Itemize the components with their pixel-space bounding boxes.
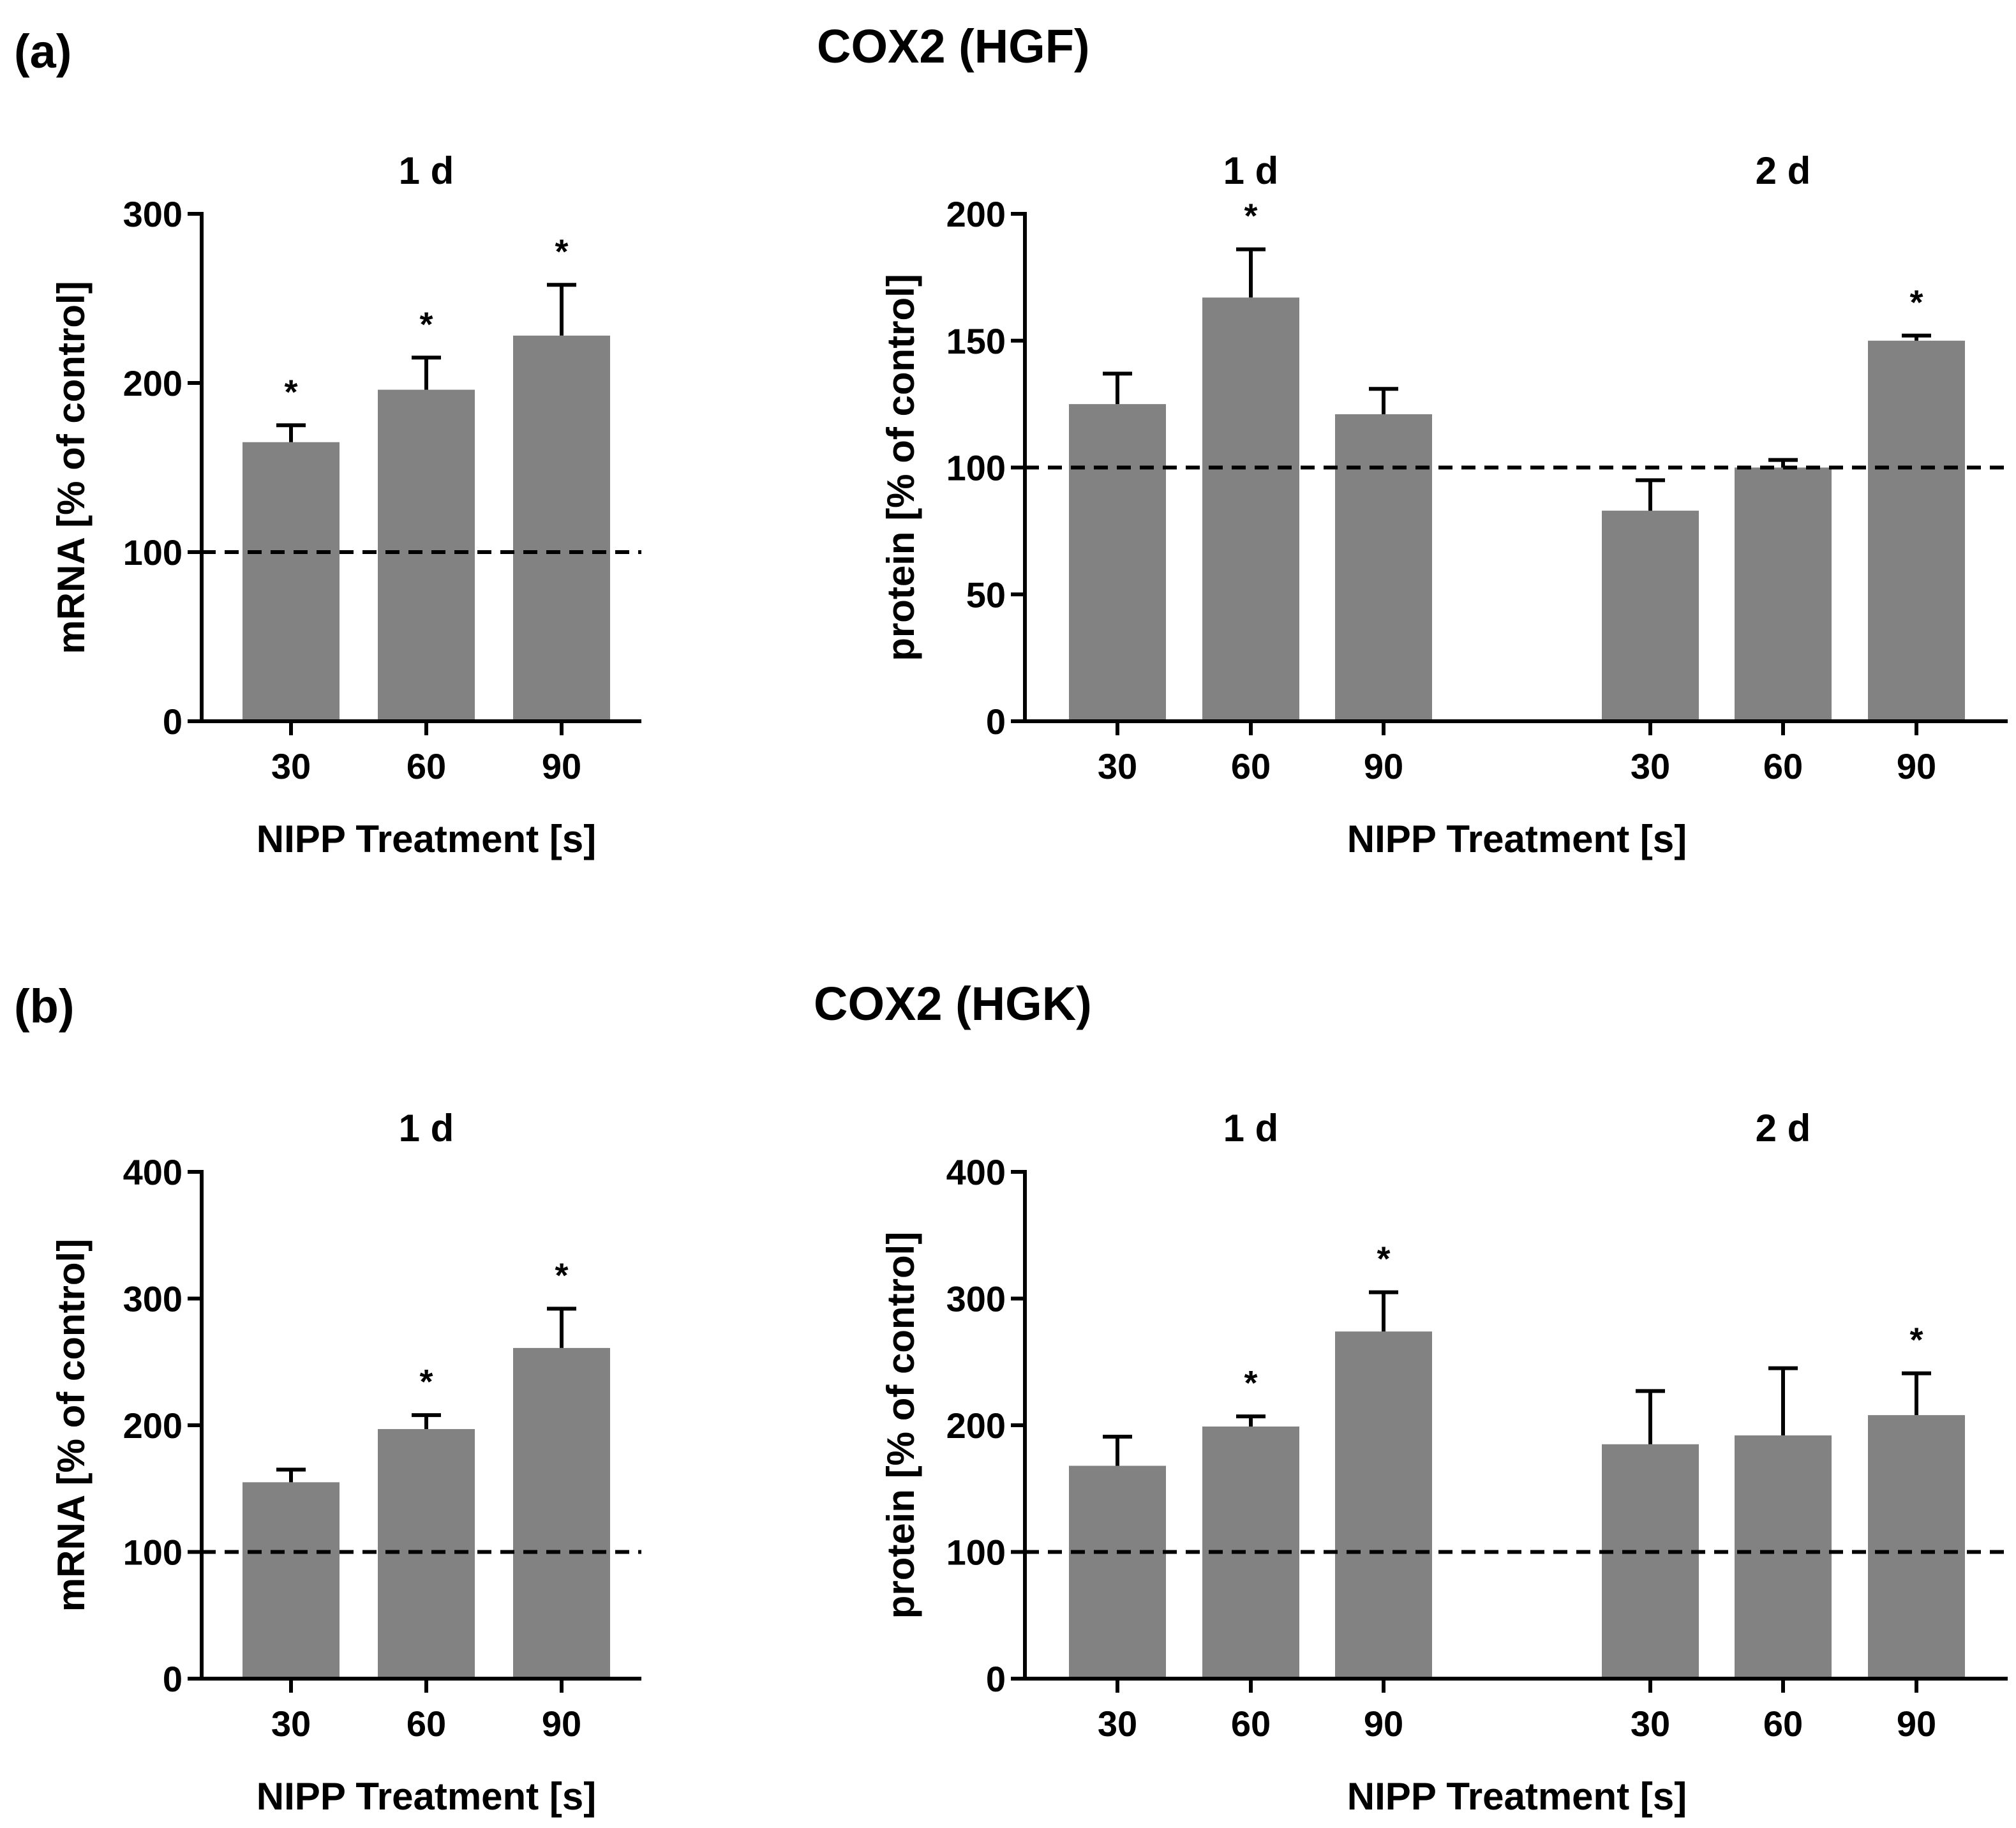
a-mrna-y-tick-label: 200 xyxy=(123,363,183,403)
a-protein-x-tick-label: 90 xyxy=(1897,746,1936,786)
a-protein-bar xyxy=(1602,511,1699,721)
a-protein-bar xyxy=(1202,297,1299,721)
b-mrna-significance-star: * xyxy=(419,1363,433,1401)
a-protein-bar xyxy=(1335,414,1432,721)
a-mrna-x-tick-label: 90 xyxy=(542,746,581,786)
b-mrna-x-tick-label: 90 xyxy=(542,1704,581,1744)
a-mrna-y-axis-label: mRNA [% of control] xyxy=(50,281,93,654)
panel-b-title: COX2 (HGK) xyxy=(814,977,1092,1030)
b-protein-bar xyxy=(1735,1435,1832,1679)
a-mrna-y-tick-label: 0 xyxy=(163,701,183,742)
b-mrna-y-tick-label: 100 xyxy=(123,1532,183,1573)
b-protein-significance-star: * xyxy=(1377,1240,1390,1278)
a-mrna-x-axis-label: NIPP Treatment [s] xyxy=(257,818,596,860)
a-protein-significance-star: * xyxy=(1909,283,1923,322)
b-mrna-y-tick-label: 0 xyxy=(163,1659,183,1699)
b-mrna-y-tick-label: 200 xyxy=(123,1405,183,1446)
b-protein-y-tick-label: 400 xyxy=(946,1152,1006,1192)
b-protein-significance-star: * xyxy=(1244,1364,1257,1402)
b-mrna-group-title: 1 d xyxy=(399,1107,454,1150)
b-mrna-significance-star: * xyxy=(555,1256,568,1294)
a-mrna-significance-star: * xyxy=(555,232,568,271)
a-protein-group-title: 2 d xyxy=(1756,149,1811,192)
b-mrna-bar xyxy=(243,1482,340,1679)
a-protein-significance-star: * xyxy=(1244,197,1257,236)
a-mrna-y-tick-label: 100 xyxy=(123,532,183,573)
b-mrna-x-tick-label: 30 xyxy=(271,1704,311,1744)
a-protein-y-tick-label: 0 xyxy=(986,701,1006,742)
a-protein-x-tick-label: 90 xyxy=(1364,746,1403,786)
a-mrna-bar xyxy=(513,335,610,721)
a-protein-y-tick-label: 200 xyxy=(946,194,1006,234)
b-protein-x-tick-label: 30 xyxy=(1098,1704,1137,1744)
b-protein-x-tick-label: 90 xyxy=(1897,1704,1936,1744)
a-protein-bar xyxy=(1735,467,1832,721)
a-mrna-significance-star: * xyxy=(284,373,297,411)
b-mrna-x-tick-label: 60 xyxy=(407,1704,446,1744)
b-protein-group-title: 1 d xyxy=(1223,1107,1279,1150)
b-protein-y-tick-label: 0 xyxy=(986,1659,1006,1699)
b-protein-y-axis-label: protein [% of control] xyxy=(879,1232,922,1619)
a-protein-x-tick-label: 30 xyxy=(1098,746,1137,786)
b-mrna-bar xyxy=(513,1347,610,1679)
b-mrna-y-tick-label: 400 xyxy=(123,1152,183,1192)
a-protein-y-axis-label: protein [% of control] xyxy=(879,274,922,661)
panel-a-label: (a) xyxy=(14,25,72,78)
b-protein-y-tick-label: 300 xyxy=(946,1279,1006,1319)
b-protein-x-axis-label: NIPP Treatment [s] xyxy=(1347,1775,1687,1818)
a-protein-y-tick-label: 100 xyxy=(946,448,1006,488)
b-protein-x-tick-label: 60 xyxy=(1231,1704,1271,1744)
a-mrna-bar xyxy=(378,389,475,721)
a-protein-group-title: 1 d xyxy=(1223,149,1279,192)
a-protein-y-tick-label: 150 xyxy=(946,321,1006,361)
b-protein-significance-star: * xyxy=(1909,1321,1923,1360)
a-mrna-bar xyxy=(243,442,340,721)
b-mrna-y-tick-label: 300 xyxy=(123,1279,183,1319)
panel-a-title: COX2 (HGF) xyxy=(817,20,1090,73)
b-mrna-x-axis-label: NIPP Treatment [s] xyxy=(257,1775,596,1818)
b-protein-bar xyxy=(1868,1415,1965,1679)
b-protein-bar xyxy=(1602,1444,1699,1679)
a-protein-x-tick-label: 60 xyxy=(1763,746,1803,786)
b-protein-bar xyxy=(1069,1465,1166,1679)
b-protein-x-tick-label: 30 xyxy=(1631,1704,1670,1744)
a-protein-x-tick-label: 60 xyxy=(1231,746,1271,786)
b-protein-group-title: 2 d xyxy=(1756,1107,1811,1150)
a-protein-x-axis-label: NIPP Treatment [s] xyxy=(1347,818,1687,860)
a-protein-x-tick-label: 30 xyxy=(1631,746,1670,786)
b-protein-y-tick-label: 100 xyxy=(946,1532,1006,1573)
b-protein-x-tick-label: 90 xyxy=(1364,1704,1403,1744)
b-protein-bar xyxy=(1335,1331,1432,1679)
b-mrna-y-axis-label: mRNA [% of control] xyxy=(50,1239,93,1612)
a-protein-bar xyxy=(1069,404,1166,721)
a-mrna-group-title: 1 d xyxy=(399,149,454,192)
b-protein-x-tick-label: 60 xyxy=(1763,1704,1803,1744)
a-protein-y-tick-label: 50 xyxy=(966,574,1006,615)
a-mrna-y-tick-label: 300 xyxy=(123,194,183,234)
b-protein-y-tick-label: 200 xyxy=(946,1405,1006,1446)
panel-b-label: (b) xyxy=(14,980,75,1033)
a-mrna-x-tick-label: 30 xyxy=(271,746,311,786)
a-mrna-x-tick-label: 60 xyxy=(407,746,446,786)
a-protein-bar xyxy=(1868,340,1965,721)
a-mrna-significance-star: * xyxy=(419,305,433,343)
